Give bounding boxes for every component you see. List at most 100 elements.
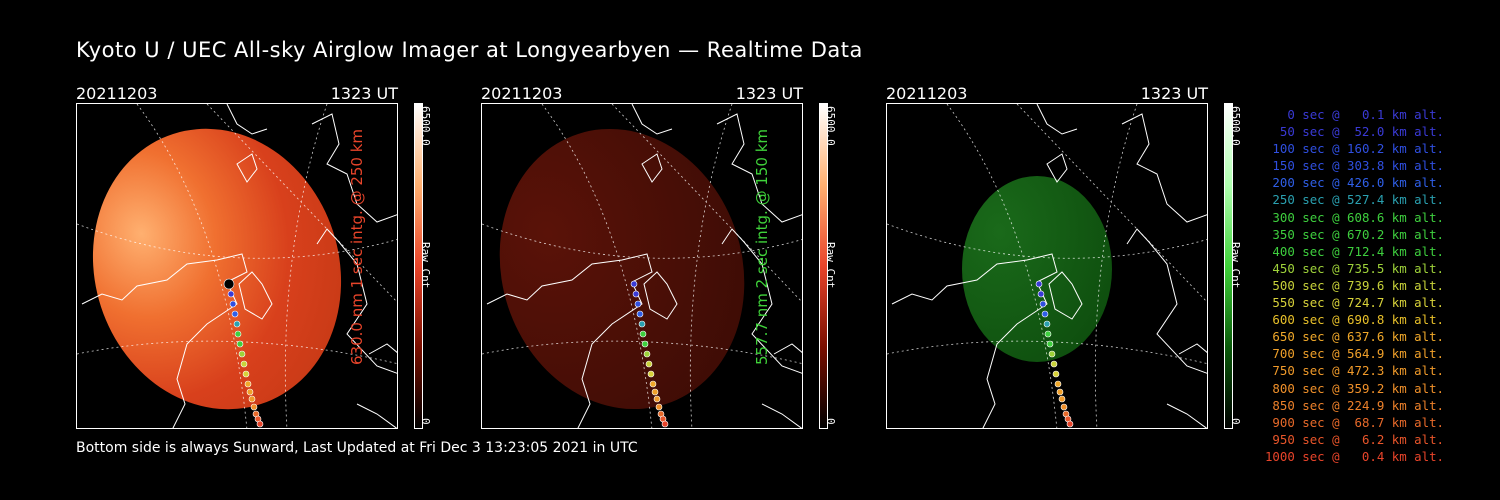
trajectory-point — [630, 280, 638, 288]
colorbar — [414, 103, 423, 429]
trajectory-point — [651, 388, 659, 396]
colorbar — [1224, 103, 1233, 429]
trajectory-point — [229, 300, 237, 308]
trajectory-point — [256, 420, 264, 428]
camera-panel-3: 20211203 1323 UT 557.7 nm 2 sec intg. @ 15… — [753, 84, 1242, 430]
allsky-image — [76, 103, 398, 429]
camera-panel-2: 20211203 1323 UT 630.0 nm 1 sec intg. @ 25… — [348, 84, 837, 430]
trajectory-point — [1050, 360, 1058, 368]
trajectory-point — [1041, 310, 1049, 318]
colorbar-max: 6500.0 — [419, 106, 432, 146]
colorbar-min: 0 — [824, 418, 837, 425]
coastline — [81, 104, 397, 428]
trajectory-point — [632, 290, 640, 298]
trajectory-point — [1037, 290, 1045, 298]
coastline — [891, 104, 1207, 428]
trajectory-point — [641, 340, 649, 348]
panel-time: 1323 UT — [330, 84, 398, 103]
allsky-svg — [887, 104, 1207, 428]
trajectory-point — [643, 350, 651, 358]
trajectory-point — [231, 310, 239, 318]
trajectory-point — [1039, 300, 1047, 308]
legend-row: 850 sec @ 224.9 km alt. — [1272, 397, 1444, 413]
trajectory-point — [1043, 320, 1051, 328]
trajectory-point — [649, 380, 657, 388]
trajectory-point — [653, 395, 661, 403]
legend-row: 350 sec @ 670.2 km alt. — [1272, 226, 1444, 242]
legend-row: 450 sec @ 735.5 km alt. — [1272, 260, 1444, 276]
trajectory-point — [1048, 350, 1056, 358]
trajectory-point — [236, 340, 244, 348]
trajectory-point — [634, 300, 642, 308]
coastline — [486, 104, 802, 428]
trajectory-point — [248, 395, 256, 403]
trajectory-point — [1066, 420, 1074, 428]
legend-row: 750 sec @ 472.3 km alt. — [1272, 363, 1444, 379]
panel-date: 20211203 — [481, 84, 563, 103]
legend-row: 250 sec @ 527.4 km alt. — [1272, 192, 1444, 208]
colorbar-min: 0 — [419, 418, 432, 425]
panel-date: 20211203 — [886, 84, 968, 103]
legend-row: 500 sec @ 739.6 km alt. — [1272, 277, 1444, 293]
page-title: Kyoto U / UEC All-sky Airglow Imager at … — [76, 38, 863, 62]
trajectory-point — [227, 290, 235, 298]
legend-row: 900 sec @ 68.7 km alt. — [1272, 414, 1444, 430]
trajectory-point — [661, 420, 669, 428]
legend-row: 700 sec @ 564.9 km alt. — [1272, 346, 1444, 362]
trajectory-point — [1044, 330, 1052, 338]
trajectory-legend: 0 sec @ 0.1 km alt. 50 sec @ 52.0 km alt.… — [1262, 106, 1444, 465]
lat-lon-grid — [77, 104, 397, 428]
legend-row: 0 sec @ 0.1 km alt. — [1287, 107, 1444, 122]
allsky-field — [962, 176, 1112, 362]
legend-row: 650 sec @ 637.6 km alt. — [1272, 329, 1444, 345]
legend-row: 100 sec @ 160.2 km alt. — [1272, 141, 1444, 157]
panel-time: 1323 UT — [735, 84, 803, 103]
allsky-image — [481, 103, 803, 429]
trajectory-point — [647, 370, 655, 378]
colorbar — [819, 103, 828, 429]
allsky-field — [499, 128, 745, 410]
trajectory-point — [1054, 380, 1062, 388]
legend-row: 300 sec @ 608.6 km alt. — [1272, 209, 1444, 225]
trajectory-point — [655, 403, 663, 411]
legend-row: 1000 sec @ 0.4 km alt. — [1264, 448, 1444, 464]
lat-lon-grid — [887, 104, 1207, 428]
panel-date: 20211203 — [76, 84, 158, 103]
trajectory-point — [636, 310, 644, 318]
trajectory-point — [244, 380, 252, 388]
trajectory-point — [234, 330, 242, 338]
trajectory-point — [238, 350, 246, 358]
legend-row: 550 sec @ 724.7 km alt. — [1272, 295, 1444, 311]
panel-time: 1323 UT — [1140, 84, 1208, 103]
colorbar-max: 6500.0 — [1229, 106, 1242, 146]
trajectory-point — [1060, 403, 1068, 411]
legend-row: 150 sec @ 303.8 km alt. — [1272, 158, 1444, 174]
trajectory-point — [638, 320, 646, 328]
trajectory-point — [250, 403, 258, 411]
colorbar-unit: Raw Cnt — [419, 242, 432, 289]
trajectory-point — [223, 278, 235, 290]
trajectory-point — [639, 330, 647, 338]
trajectory-point — [1052, 370, 1060, 378]
lat-lon-grid — [482, 104, 802, 428]
trajectory-point — [240, 360, 248, 368]
trajectory-point — [246, 388, 254, 396]
allsky-svg — [482, 104, 802, 428]
colorbar-unit: Raw Cnt — [824, 242, 837, 289]
legend-row: 200 sec @ 426.0 km alt. — [1272, 175, 1444, 191]
trajectory-point — [1035, 280, 1043, 288]
legend-row: 400 sec @ 712.4 km alt. — [1272, 243, 1444, 259]
trajectory-point — [1046, 340, 1054, 348]
allsky-svg — [77, 104, 397, 428]
colorbar-unit: Raw Cnt — [1229, 242, 1242, 289]
trajectory-point — [233, 320, 241, 328]
allsky-field — [92, 128, 342, 410]
colorbar-min: 0 — [1229, 418, 1242, 425]
legend-row: 800 sec @ 359.2 km alt. — [1272, 380, 1444, 396]
legend-row: 50 sec @ 52.0 km alt. — [1279, 124, 1444, 140]
allsky-image — [886, 103, 1208, 429]
colorbar-max: 6500.0 — [824, 106, 837, 146]
trajectory-point — [242, 370, 250, 378]
panel-y-label: 557.7 nm 2 sec intg. @ 150 km — [753, 128, 771, 365]
